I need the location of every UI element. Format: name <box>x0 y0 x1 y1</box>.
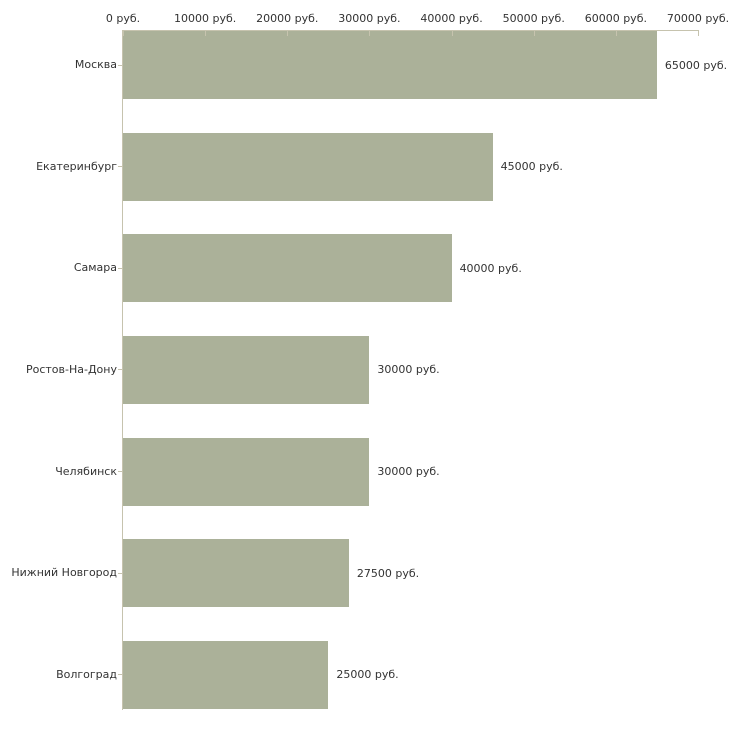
x-axis-line <box>123 30 699 31</box>
y-axis-tick <box>118 471 123 473</box>
category-label: Ростов-На-Дону <box>25 362 117 376</box>
bar-value-label: 30000 руб. <box>377 363 440 377</box>
bar-row: Волгоград 25000 руб. <box>0 640 730 709</box>
category-label: Самара <box>73 261 117 275</box>
y-axis-tick <box>118 64 123 66</box>
x-axis-tick-label: 10000 руб. <box>174 12 237 25</box>
bar-row: Екатеринбург 45000 руб. <box>0 132 730 201</box>
bar <box>123 539 349 608</box>
x-axis-tick-label: 40000 руб. <box>420 12 483 25</box>
bar <box>123 234 452 303</box>
bar-row: Ростов-На-Дону 30000 руб. <box>0 335 730 404</box>
x-axis-tick-labels: 0 руб. 10000 руб. 20000 руб. 30000 руб. 4000… <box>0 12 730 26</box>
bar-row: Москва 65000 руб. <box>0 31 730 99</box>
y-axis-tick <box>118 369 123 371</box>
bar-rows: Москва 65000 руб. Екатеринбург 45000 руб… <box>0 31 730 709</box>
y-axis-tick <box>118 674 123 676</box>
bar-value-label: 45000 руб. <box>500 160 563 174</box>
x-axis-tick-label: 50000 руб. <box>502 12 565 25</box>
category-label: Екатеринбург <box>36 159 117 173</box>
bar-row: Нижний Новгород 27500 руб. <box>0 539 730 608</box>
bar <box>123 640 329 709</box>
bar-value-label: 30000 руб. <box>377 465 440 479</box>
y-axis-tick <box>118 572 123 574</box>
bar-value-label: 65000 руб. <box>664 58 728 72</box>
x-axis-tick-label: 30000 руб. <box>338 12 401 25</box>
category-label: Челябинск <box>55 464 117 478</box>
bar <box>123 437 370 506</box>
x-axis-tick-label: 60000 руб. <box>584 12 647 25</box>
x-axis-tick-label: 70000 руб. <box>666 12 730 25</box>
category-label: Нижний Новгород <box>11 566 117 580</box>
bar-row: Челябинск 30000 руб. <box>0 437 730 506</box>
y-axis-tick <box>118 166 123 168</box>
y-axis-tick <box>118 267 123 269</box>
bar <box>123 31 657 99</box>
x-axis-tick-label: 0 руб. <box>105 12 141 25</box>
x-axis-tick-label: 20000 руб. <box>256 12 319 25</box>
bar-value-label: 27500 руб. <box>356 566 420 580</box>
category-label: Москва <box>74 57 117 71</box>
bar <box>123 132 493 201</box>
bar-value-label: 25000 руб. <box>336 668 399 682</box>
bar-row: Самара 40000 руб. <box>0 234 730 303</box>
bar <box>123 335 370 404</box>
bar-value-label: 40000 руб. <box>459 261 522 275</box>
category-label: Волгоград <box>56 667 117 681</box>
